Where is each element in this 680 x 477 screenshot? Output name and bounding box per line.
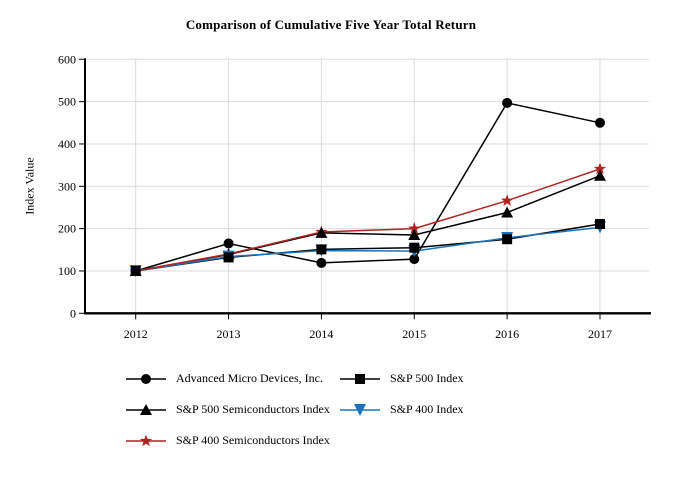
y-tick-label: 400: [58, 137, 76, 151]
y-tick-label: 500: [58, 95, 76, 109]
legend-label: S&P 400 Semiconductors Index: [176, 433, 330, 447]
legend-marker-swatch: [126, 373, 166, 384]
square-marker: [502, 234, 513, 245]
star-marker: [500, 194, 514, 206]
triangle-up-marker-icon: [126, 403, 166, 417]
square-marker: [355, 373, 365, 384]
series-line: [135, 226, 601, 272]
square-marker: [223, 252, 234, 263]
triangle-down-marker: [354, 403, 366, 416]
x-tick-label: 2016: [495, 327, 519, 341]
y-tick-label: 100: [58, 264, 76, 278]
square-marker: [130, 265, 141, 276]
circle-marker: [141, 373, 151, 384]
circle-marker: [594, 117, 605, 128]
x-tick-label: 2013: [217, 327, 241, 341]
circle-marker: [409, 254, 420, 265]
line-chart-plot-area: 0 100 200 300 400 500 600 2012 2013 2014 2015 2016 2…: [58, 52, 651, 341]
legend-label: Advanced Micro Devices, Inc.: [176, 371, 323, 385]
square-marker: [316, 244, 327, 255]
y-tick-label: 600: [58, 52, 76, 66]
triangle-up-marker: [593, 169, 606, 181]
triangle-up-marker: [501, 206, 514, 218]
x-tick-label: 2017: [588, 327, 612, 341]
legend-label: S&P 500 Semiconductors Index: [176, 402, 330, 416]
circle-marker: [502, 97, 513, 108]
x-tick-label: 2012: [124, 327, 148, 341]
circle-marker-icon: [126, 372, 166, 386]
y-tick-label: 0: [70, 306, 76, 320]
chart-legend: Advanced Micro Devices, Inc. S&P 500 Ind…: [126, 363, 464, 456]
series-line: [135, 168, 601, 272]
legend-marker-swatch: [340, 373, 380, 384]
legend-item-sp400-semiconductors: S&P 400 Semiconductors Index: [126, 433, 340, 448]
triangle-up-marker: [408, 228, 421, 240]
star-marker: [408, 222, 421, 234]
y-tick-label: 300: [58, 179, 76, 193]
legend-label: S&P 500 Index: [390, 371, 464, 385]
circle-marker: [223, 238, 234, 249]
series-line: [135, 175, 601, 272]
square-marker: [594, 218, 605, 229]
legend-marker-swatch: [340, 403, 380, 416]
series-line: [135, 102, 601, 272]
y-tick-label: 200: [58, 222, 76, 236]
chart-title: Comparison of Cumulative Five Year Total…: [185, 17, 477, 32]
legend-marker-swatch: [126, 403, 166, 415]
x-tick-label: 2014: [309, 327, 333, 341]
triangle-up-marker: [140, 403, 152, 415]
circle-marker: [316, 257, 327, 268]
star-marker: [139, 434, 153, 446]
square-marker-icon: [340, 372, 380, 386]
legend-item-amd: Advanced Micro Devices, Inc.: [126, 371, 340, 386]
legend-item-sp400: S&P 400 Index: [340, 402, 464, 417]
x-tick-label: 2015: [402, 327, 426, 341]
square-marker: [409, 242, 420, 253]
legend-item-sp500-semiconductors: S&P 500 Semiconductors Index: [126, 402, 340, 417]
star-marker-icon: [126, 434, 166, 448]
legend-item-sp500: S&P 500 Index: [340, 371, 464, 386]
legend-marker-swatch: [126, 434, 166, 446]
star-marker: [593, 162, 607, 175]
legend-label: S&P 400 Index: [390, 402, 464, 416]
triangle-up-marker: [315, 226, 328, 238]
triangle-down-marker-icon: [340, 403, 380, 417]
